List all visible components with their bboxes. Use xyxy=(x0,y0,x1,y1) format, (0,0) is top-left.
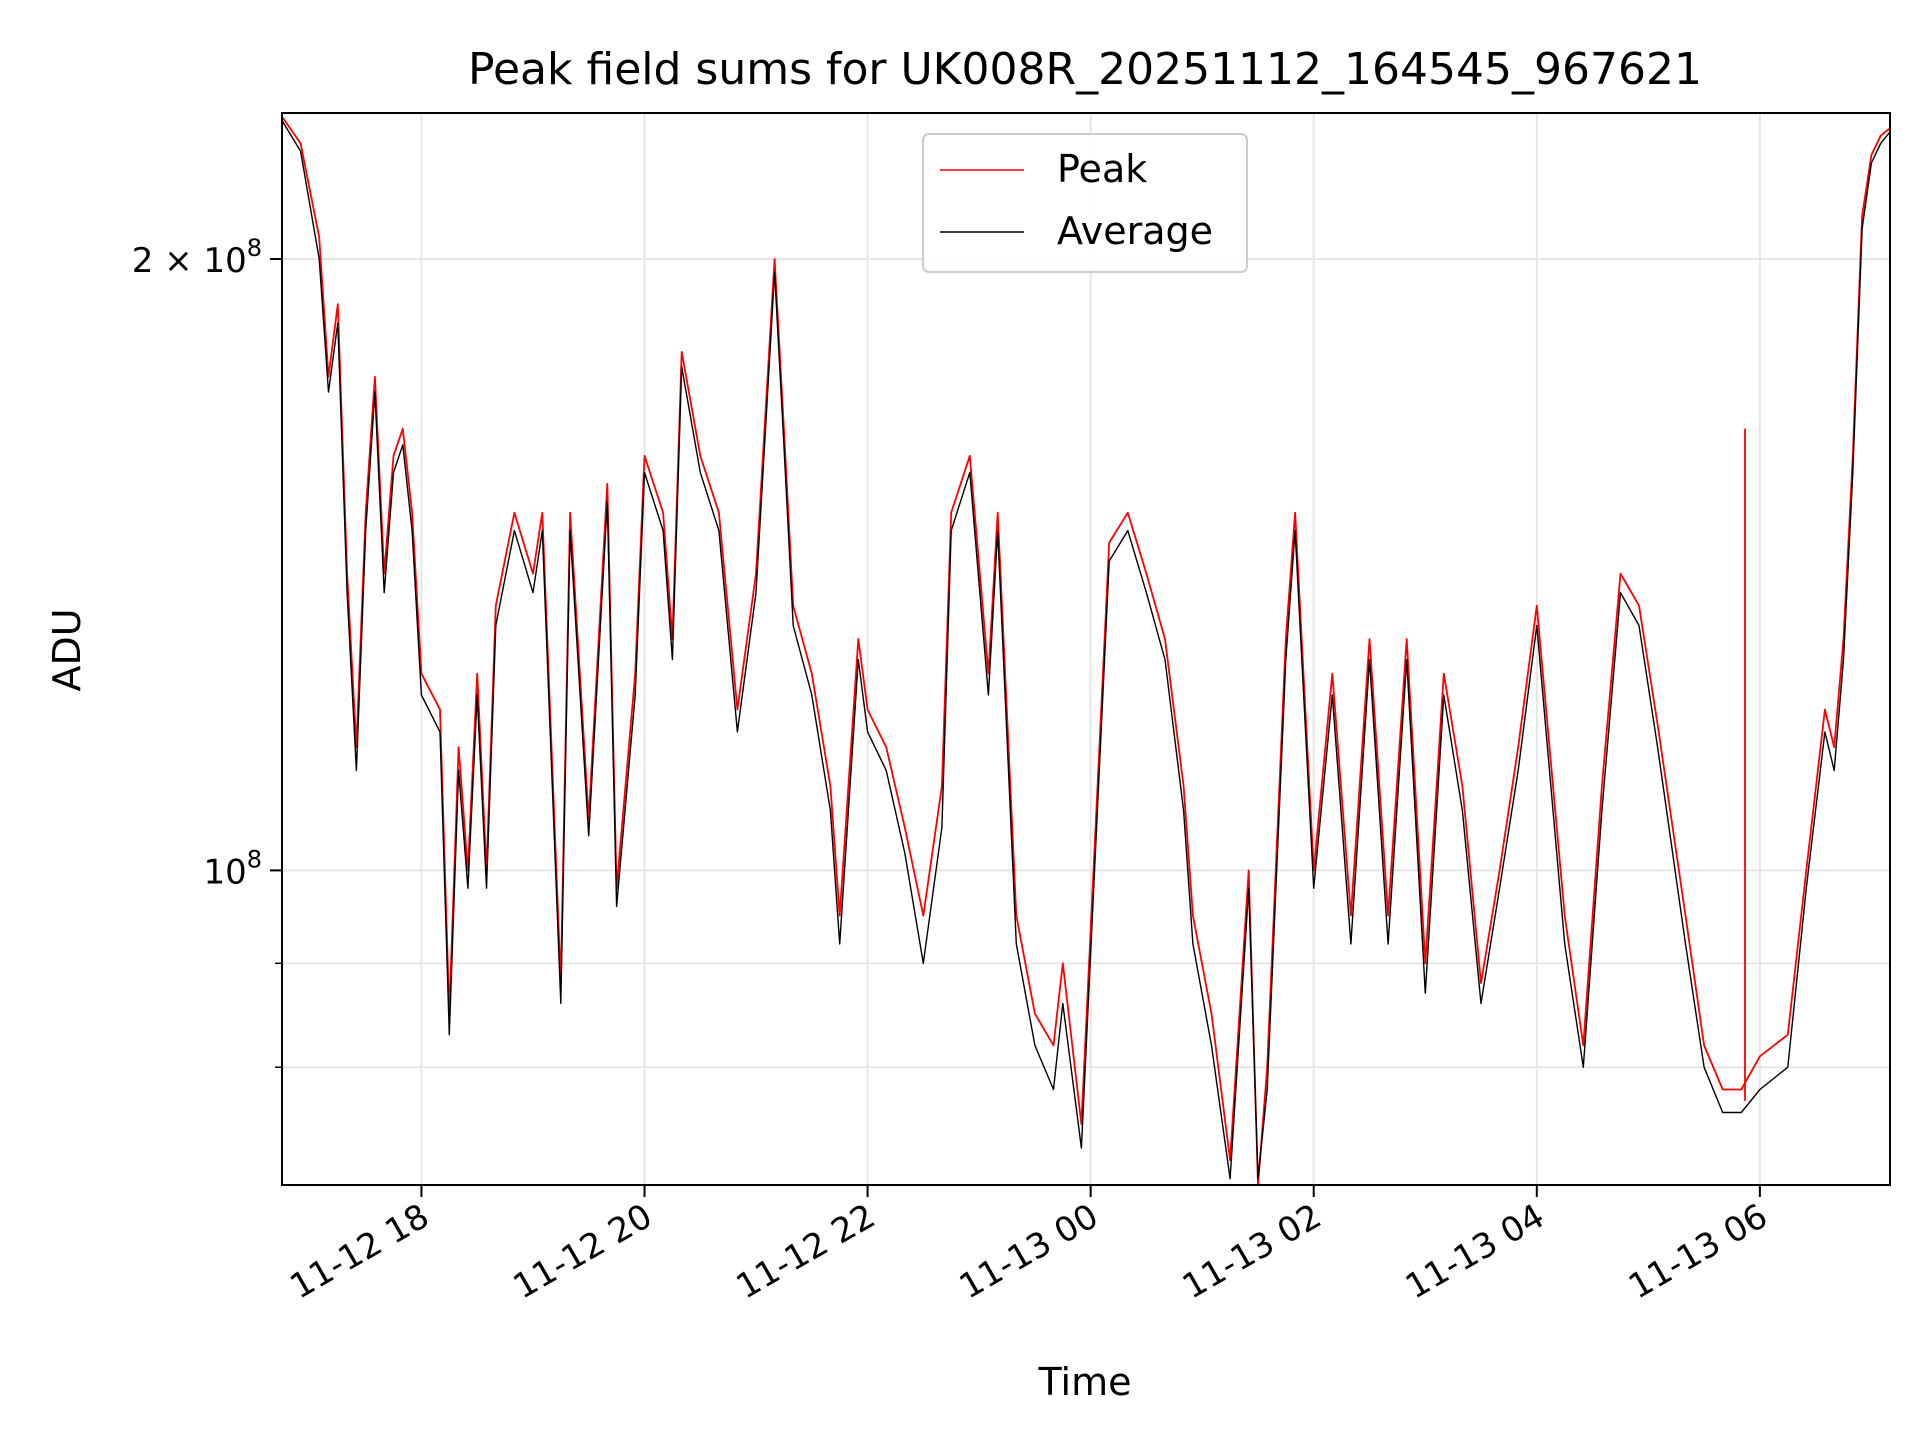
y-tick-label-0: 108 xyxy=(203,845,262,892)
grid-lines xyxy=(282,113,1890,1185)
series-lines xyxy=(282,116,1890,1185)
y-axis-ticks: 108 2 × 108 xyxy=(132,234,282,1068)
legend-box xyxy=(922,133,1248,273)
y-axis-label: ADU xyxy=(45,608,89,691)
legend-label-average: Average xyxy=(1057,209,1213,253)
x-axis-label: Time xyxy=(1038,1360,1132,1404)
legend-label-peak: Peak xyxy=(1057,147,1147,191)
plot-area-frame xyxy=(281,112,1891,1186)
legend: Peak Average xyxy=(922,133,1248,273)
series-line-average xyxy=(282,120,1890,1180)
chart-title: Peak field sums for UK008R_20251112_1645… xyxy=(468,44,1702,95)
series-line-peak xyxy=(282,116,1890,1185)
y-tick-label-1: 2 × 108 xyxy=(132,234,262,281)
